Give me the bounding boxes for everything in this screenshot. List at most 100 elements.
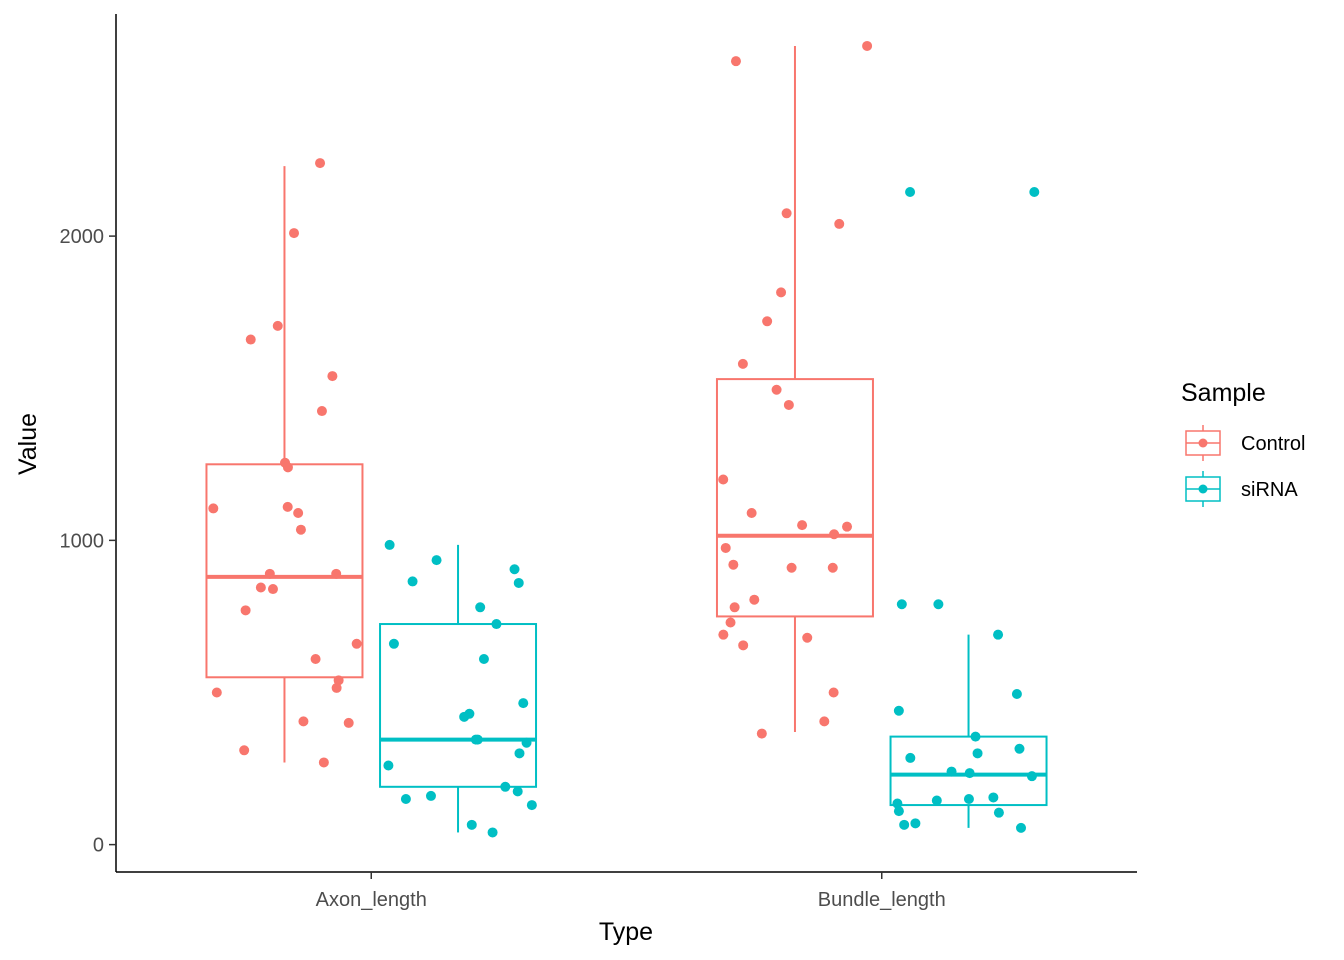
series-control [205,40,874,768]
x-ticks: Axon_length Bundle_length [316,872,946,911]
series-sirna [379,186,1048,838]
data-point [756,728,767,739]
data-point [331,568,342,579]
data-point [862,40,873,51]
data-point [407,576,418,587]
data-point [351,638,362,649]
data-point [478,654,489,665]
data-point [333,675,344,686]
data-point [988,792,999,803]
data-point [343,717,354,728]
data-point [802,632,813,643]
x-tick-label: Axon_length [316,889,427,911]
data-point [786,562,797,573]
data-point [282,501,293,512]
data-point [513,577,524,588]
data-point [718,474,729,485]
data-point [208,503,219,514]
data-point [514,748,525,759]
plot-area [205,40,1048,838]
data-point [749,594,760,605]
y-axis-title: Value [14,413,42,475]
box-body [889,735,1048,807]
data-point [828,687,839,698]
data-point [1029,186,1040,197]
data-point [315,158,326,169]
data-point [470,734,481,745]
data-point [475,602,486,613]
data-point [383,760,394,771]
data-point [910,818,921,829]
data-point [892,798,903,809]
data-point [293,507,304,518]
data-point [289,228,300,239]
data-point [827,562,838,573]
data-point [316,406,327,417]
data-point [388,638,399,649]
y-tick-label: 2000 [60,226,105,248]
axes [115,14,1137,873]
data-point [899,819,910,830]
y-tick-label: 0 [93,835,104,857]
data-point [331,682,342,693]
data-point [459,711,470,722]
data-point [905,752,916,763]
x-axis-title: Type [599,918,653,946]
data-point [318,757,329,768]
data-point [842,521,853,532]
box-body [379,623,538,788]
data-point [240,605,251,616]
data-point [762,316,773,327]
data-point [729,602,740,613]
data-point [400,793,411,804]
box-control-bundle_length [715,45,874,733]
legend-key-point [1198,438,1208,448]
data-point [970,731,981,742]
data-point [834,218,845,229]
data-point [310,654,321,665]
data-point [1016,822,1027,833]
data-point [725,617,736,628]
legend-items: Control siRNA [1185,425,1305,507]
data-point [819,716,830,727]
data-point [500,781,511,792]
x-tick-label: Bundle_length [818,889,946,911]
data-point [783,399,794,410]
legend-key-point [1198,484,1208,494]
data-point [746,507,757,518]
data-point [298,716,309,727]
data-point [738,640,749,651]
data-point [963,793,974,804]
data-point [272,320,283,331]
data-point [776,287,787,298]
data-point [239,745,250,756]
data-point [282,462,293,473]
data-point [491,619,502,630]
data-point [893,806,904,817]
data-point [933,599,944,610]
data-point [512,786,523,797]
data-point [728,559,739,570]
data-point [1011,689,1022,700]
legend-label-control: Control [1241,433,1305,455]
legend-label-sirna: siRNA [1241,479,1298,501]
data-point [295,524,306,535]
data-point [993,629,1004,640]
data-point [1026,771,1037,782]
data-point [431,555,442,566]
legend-item-control: Control [1185,425,1305,461]
data-point [509,564,520,575]
data-point [518,698,529,709]
data-point [466,819,477,830]
data-point [718,629,729,640]
legend-item-sirna: siRNA [1185,471,1298,507]
data-point [893,705,904,716]
data-point [964,768,975,779]
data-point [720,542,731,553]
y-ticks: 0 1000 2000 [60,226,116,857]
data-point [972,748,983,759]
data-point [526,800,537,811]
data-point [931,795,942,806]
box-body [715,378,874,618]
